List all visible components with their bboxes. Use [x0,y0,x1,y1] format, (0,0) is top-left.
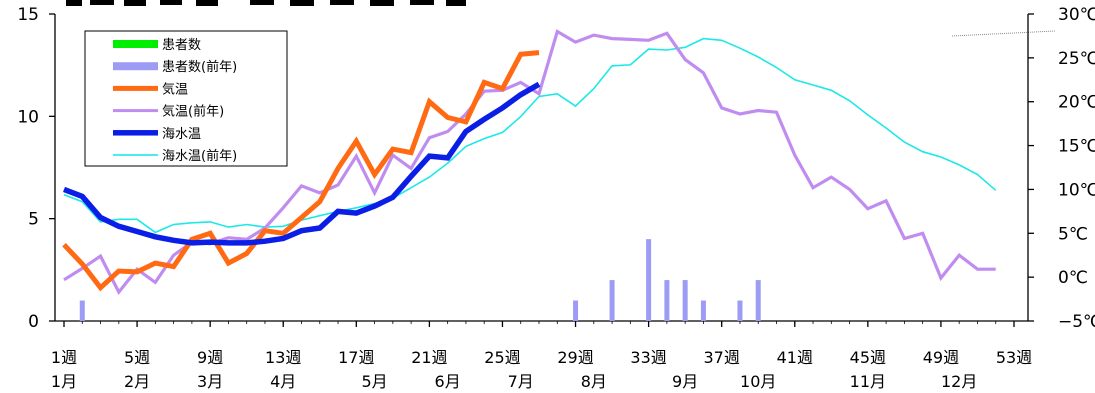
legend-swatch [113,85,158,91]
month-label: 10月 [740,372,776,391]
legend-label: 海水温 [162,127,201,142]
x-tick-label: 9週 [197,348,223,367]
legend-swatch [113,62,158,71]
x-tick-label: 53週 [996,348,1032,367]
x-tick-label: 41週 [777,348,813,367]
month-label: 4月 [270,372,296,391]
month-label: 7月 [508,372,534,391]
y-right-tick-label: 20℃ [1058,93,1095,113]
month-label: 2月 [124,372,150,391]
month-label: 1月 [51,372,77,391]
y-right-tick-label: 30℃ [1058,5,1095,25]
y-left-tick-label: 5 [28,210,39,230]
x-tick-label: 13週 [265,348,301,367]
bar-患者数(前年) [664,280,670,321]
y-left-tick-label: 15 [17,5,39,25]
title-fragment-block [160,0,182,5]
month-label: 8月 [581,372,607,391]
legend-label: 気温(前年) [162,104,224,120]
title-fragment-block [290,0,314,6]
title-fragment-block [250,0,274,5]
bar-患者数(前年) [609,280,615,321]
legend-swatch [113,40,158,48]
title-fragment-block [410,0,434,5]
y-right-tick-label: 5℃ [1058,224,1088,244]
x-tick-label: 1週 [51,348,77,367]
y-left-tick-label: 0 [28,312,39,332]
legend-swatch [113,154,158,156]
x-tick-label: 45週 [850,348,886,367]
x-tick-label: 21週 [411,348,447,367]
line-海水温(前年) [63,37,997,234]
axes [54,14,1029,322]
month-label: 12月 [941,372,977,391]
bar-患者数(前年) [573,300,579,321]
month-label: 5月 [361,372,387,391]
bars [79,239,761,321]
bar-患者数(前年) [737,300,743,321]
legend-label: 海水温(前年) [162,148,237,164]
title-fragment-block [124,0,146,6]
title-fragment-block [66,0,82,6]
lines [62,29,997,296]
bar-患者数(前年) [79,300,85,321]
month-label: 11月 [850,372,886,391]
bar-患者数(前年) [755,280,761,321]
month-label: 3月 [197,372,223,391]
y-left-tick-label: 10 [17,107,39,127]
y-right-tick-label: 0℃ [1058,268,1088,288]
y-right-tick-label: −5℃ [1058,312,1095,332]
x-tick-label: 29週 [557,348,593,367]
legend-swatch [113,130,158,136]
x-tick-label: 49週 [923,348,959,367]
bar-患者数(前年) [646,239,652,321]
legend-label: 患者数(前年) [162,59,237,75]
x-tick-label: 25週 [484,348,520,367]
title-fragment-block [90,0,114,5]
title-fragment-block [370,0,394,6]
legend-swatch [113,109,158,113]
y-right-tick-label: 10℃ [1058,180,1095,200]
legend-label: 患者数 [162,38,201,53]
legend-label: 気温 [162,81,188,97]
bar-患者数(前年) [700,300,706,321]
line-海水温 [63,81,541,246]
bar-患者数(前年) [682,280,688,321]
decorative-dotted-line [951,30,1056,37]
month-label: 6月 [435,372,461,391]
legend-box [84,30,288,167]
ticks: 0 5 10 15 −5℃ 0℃ 5℃ 10℃ 15℃ 20℃ 25℃ 30℃ 1週 5週 9週 13週 17週… [17,5,1095,391]
x-tick-label: 17週 [338,348,374,367]
title-fragment-block [330,0,354,5]
x-tick-label: 37週 [704,348,740,367]
month-label: 9月 [672,372,698,391]
y-right-tick-label: 25℃ [1058,49,1095,69]
x-tick-label: 5週 [124,348,150,367]
title-fragment-block [196,0,218,6]
x-tick-label: 33週 [630,348,666,367]
y-right-tick-label: 15℃ [1058,137,1095,157]
title-fragment-block [446,0,466,6]
title-fragment [66,0,466,6]
